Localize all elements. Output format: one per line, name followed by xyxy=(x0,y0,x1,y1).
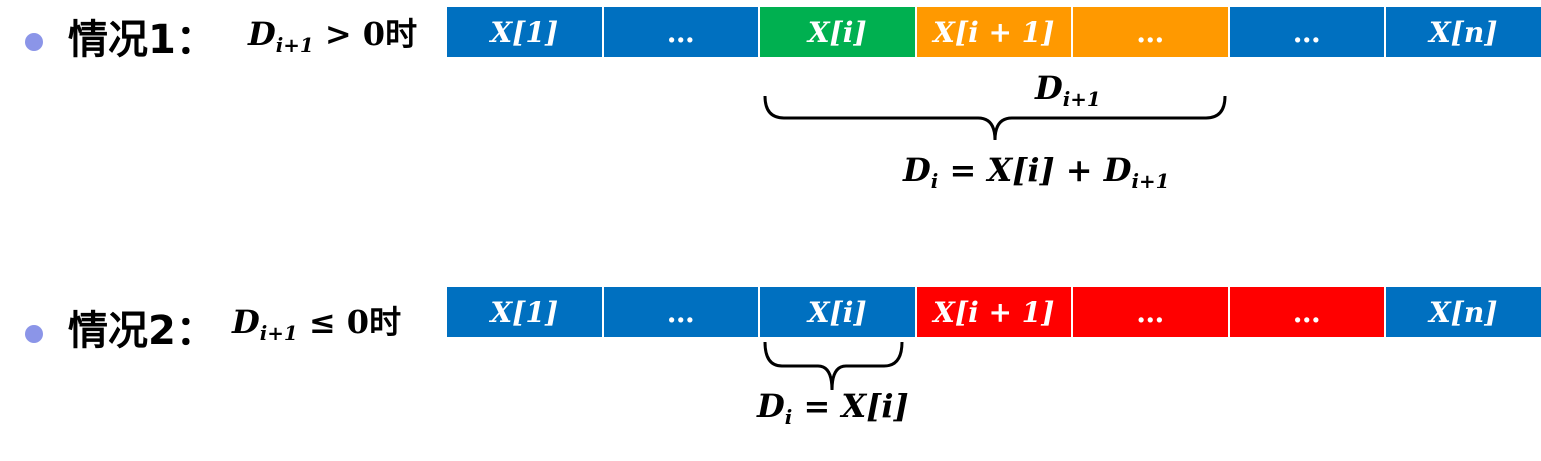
case2-cell-7: X[n] xyxy=(1386,287,1541,337)
case1-cell-7: X[n] xyxy=(1386,7,1541,57)
case1-array: X[1] … X[i] X[i + 1] … … X[n] xyxy=(447,7,1541,57)
case2-array: X[1] … X[i] X[i + 1] … … X[n] xyxy=(447,287,1541,337)
case1-cell-6: … xyxy=(1229,7,1384,57)
case1-cell-5: … xyxy=(1073,7,1228,57)
case1-brace xyxy=(763,95,1227,141)
case2-cell-3: X[i] xyxy=(760,287,915,337)
case2-title: 情况2： xyxy=(68,308,216,354)
case1-cell-4: X[i + 1] xyxy=(916,7,1071,57)
case1-title: 情况1： xyxy=(68,17,216,63)
case2-brace xyxy=(763,341,904,391)
case1-formula: Di = X[i] + Di+1 xyxy=(903,151,1170,193)
case2-bullet xyxy=(25,325,43,343)
case2-cell-5: … xyxy=(1073,287,1228,337)
case2-cell-4: X[i + 1] xyxy=(916,287,1071,337)
case1-bullet xyxy=(25,33,43,51)
case1-cell-3: X[i] xyxy=(760,7,915,57)
case2-cell-2: … xyxy=(603,287,758,337)
case1-brace-label: Di+1 xyxy=(1035,69,1101,111)
case2-condition: Di+1 ≤ 0时 xyxy=(232,303,402,345)
case2-formula: Di = X[i] xyxy=(757,387,909,429)
case1-cell-1: X[1] xyxy=(447,7,602,57)
case2-cell-1: X[1] xyxy=(447,287,602,337)
case1-condition: Di+1 > 0时 xyxy=(248,15,418,57)
case2-cell-6: … xyxy=(1229,287,1384,337)
case1-cell-2: … xyxy=(603,7,758,57)
